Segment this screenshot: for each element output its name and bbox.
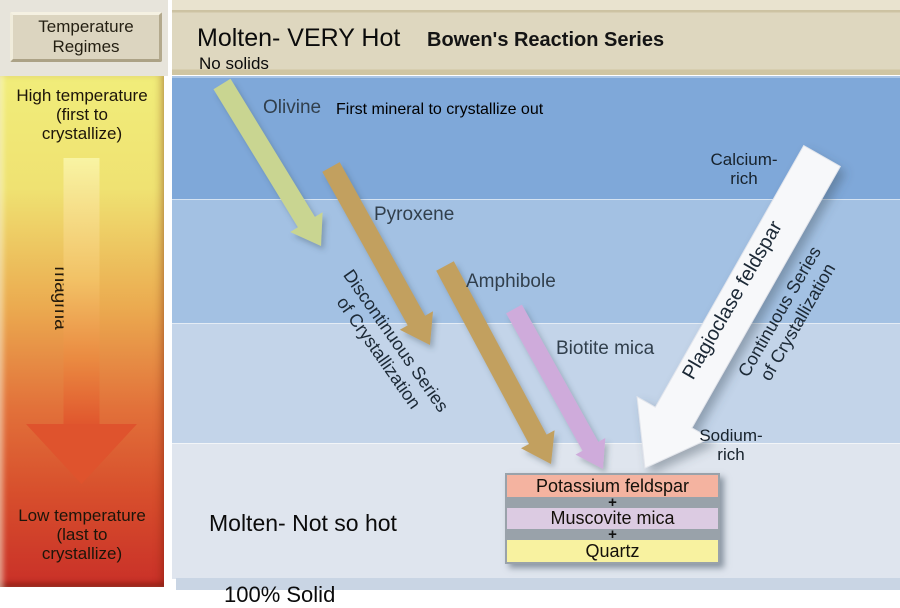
plus-sign: + [608, 526, 617, 543]
figure-title: Bowen's Reaction Series [427, 29, 665, 51]
olivine-label: Olivine [263, 97, 322, 118]
solid-label: 100% Solid [224, 582, 336, 607]
potassium-feldspar-box: Potassium feldspar [507, 475, 718, 497]
first-mineral-note: First mineral to crystallize out [336, 101, 544, 118]
amphibole-label: Amphibole [466, 271, 556, 292]
molten-very-hot-label: Molten- VERY Hot [197, 24, 401, 52]
sodium-rich-label: Sodium- rich [699, 426, 763, 464]
no-solids-label: No solids [199, 54, 269, 73]
molten-not-so-hot-label: Molten- Not so hot [209, 510, 397, 536]
pyroxene-label: Pyroxene [374, 204, 455, 225]
temperature-regimes-header: Temperature Regimes [10, 12, 162, 62]
muscovite-mica-box: Muscovite mica [507, 508, 718, 529]
biotite-mica-label: Biotite mica [556, 338, 655, 359]
band-footer-strip [176, 578, 900, 590]
low-temperature-label: Low temperature (last to crystallize) [18, 506, 146, 563]
quartz-box: Quartz [507, 540, 718, 562]
cooling-magma-label: Cooling magma [50, 265, 93, 331]
high-temperature-label: High temperature (first to crystallize) [16, 86, 148, 143]
band-1-hottest [172, 76, 900, 201]
plus-sign: + [608, 494, 617, 511]
header-band [172, 0, 900, 75]
temperature-regimes-label: Temperature Regimes [38, 17, 134, 56]
final-minerals-stack: Potassium feldspar + Muscovite mica + Qu… [505, 473, 720, 564]
calcium-rich-label: Calcium- rich [710, 150, 778, 188]
